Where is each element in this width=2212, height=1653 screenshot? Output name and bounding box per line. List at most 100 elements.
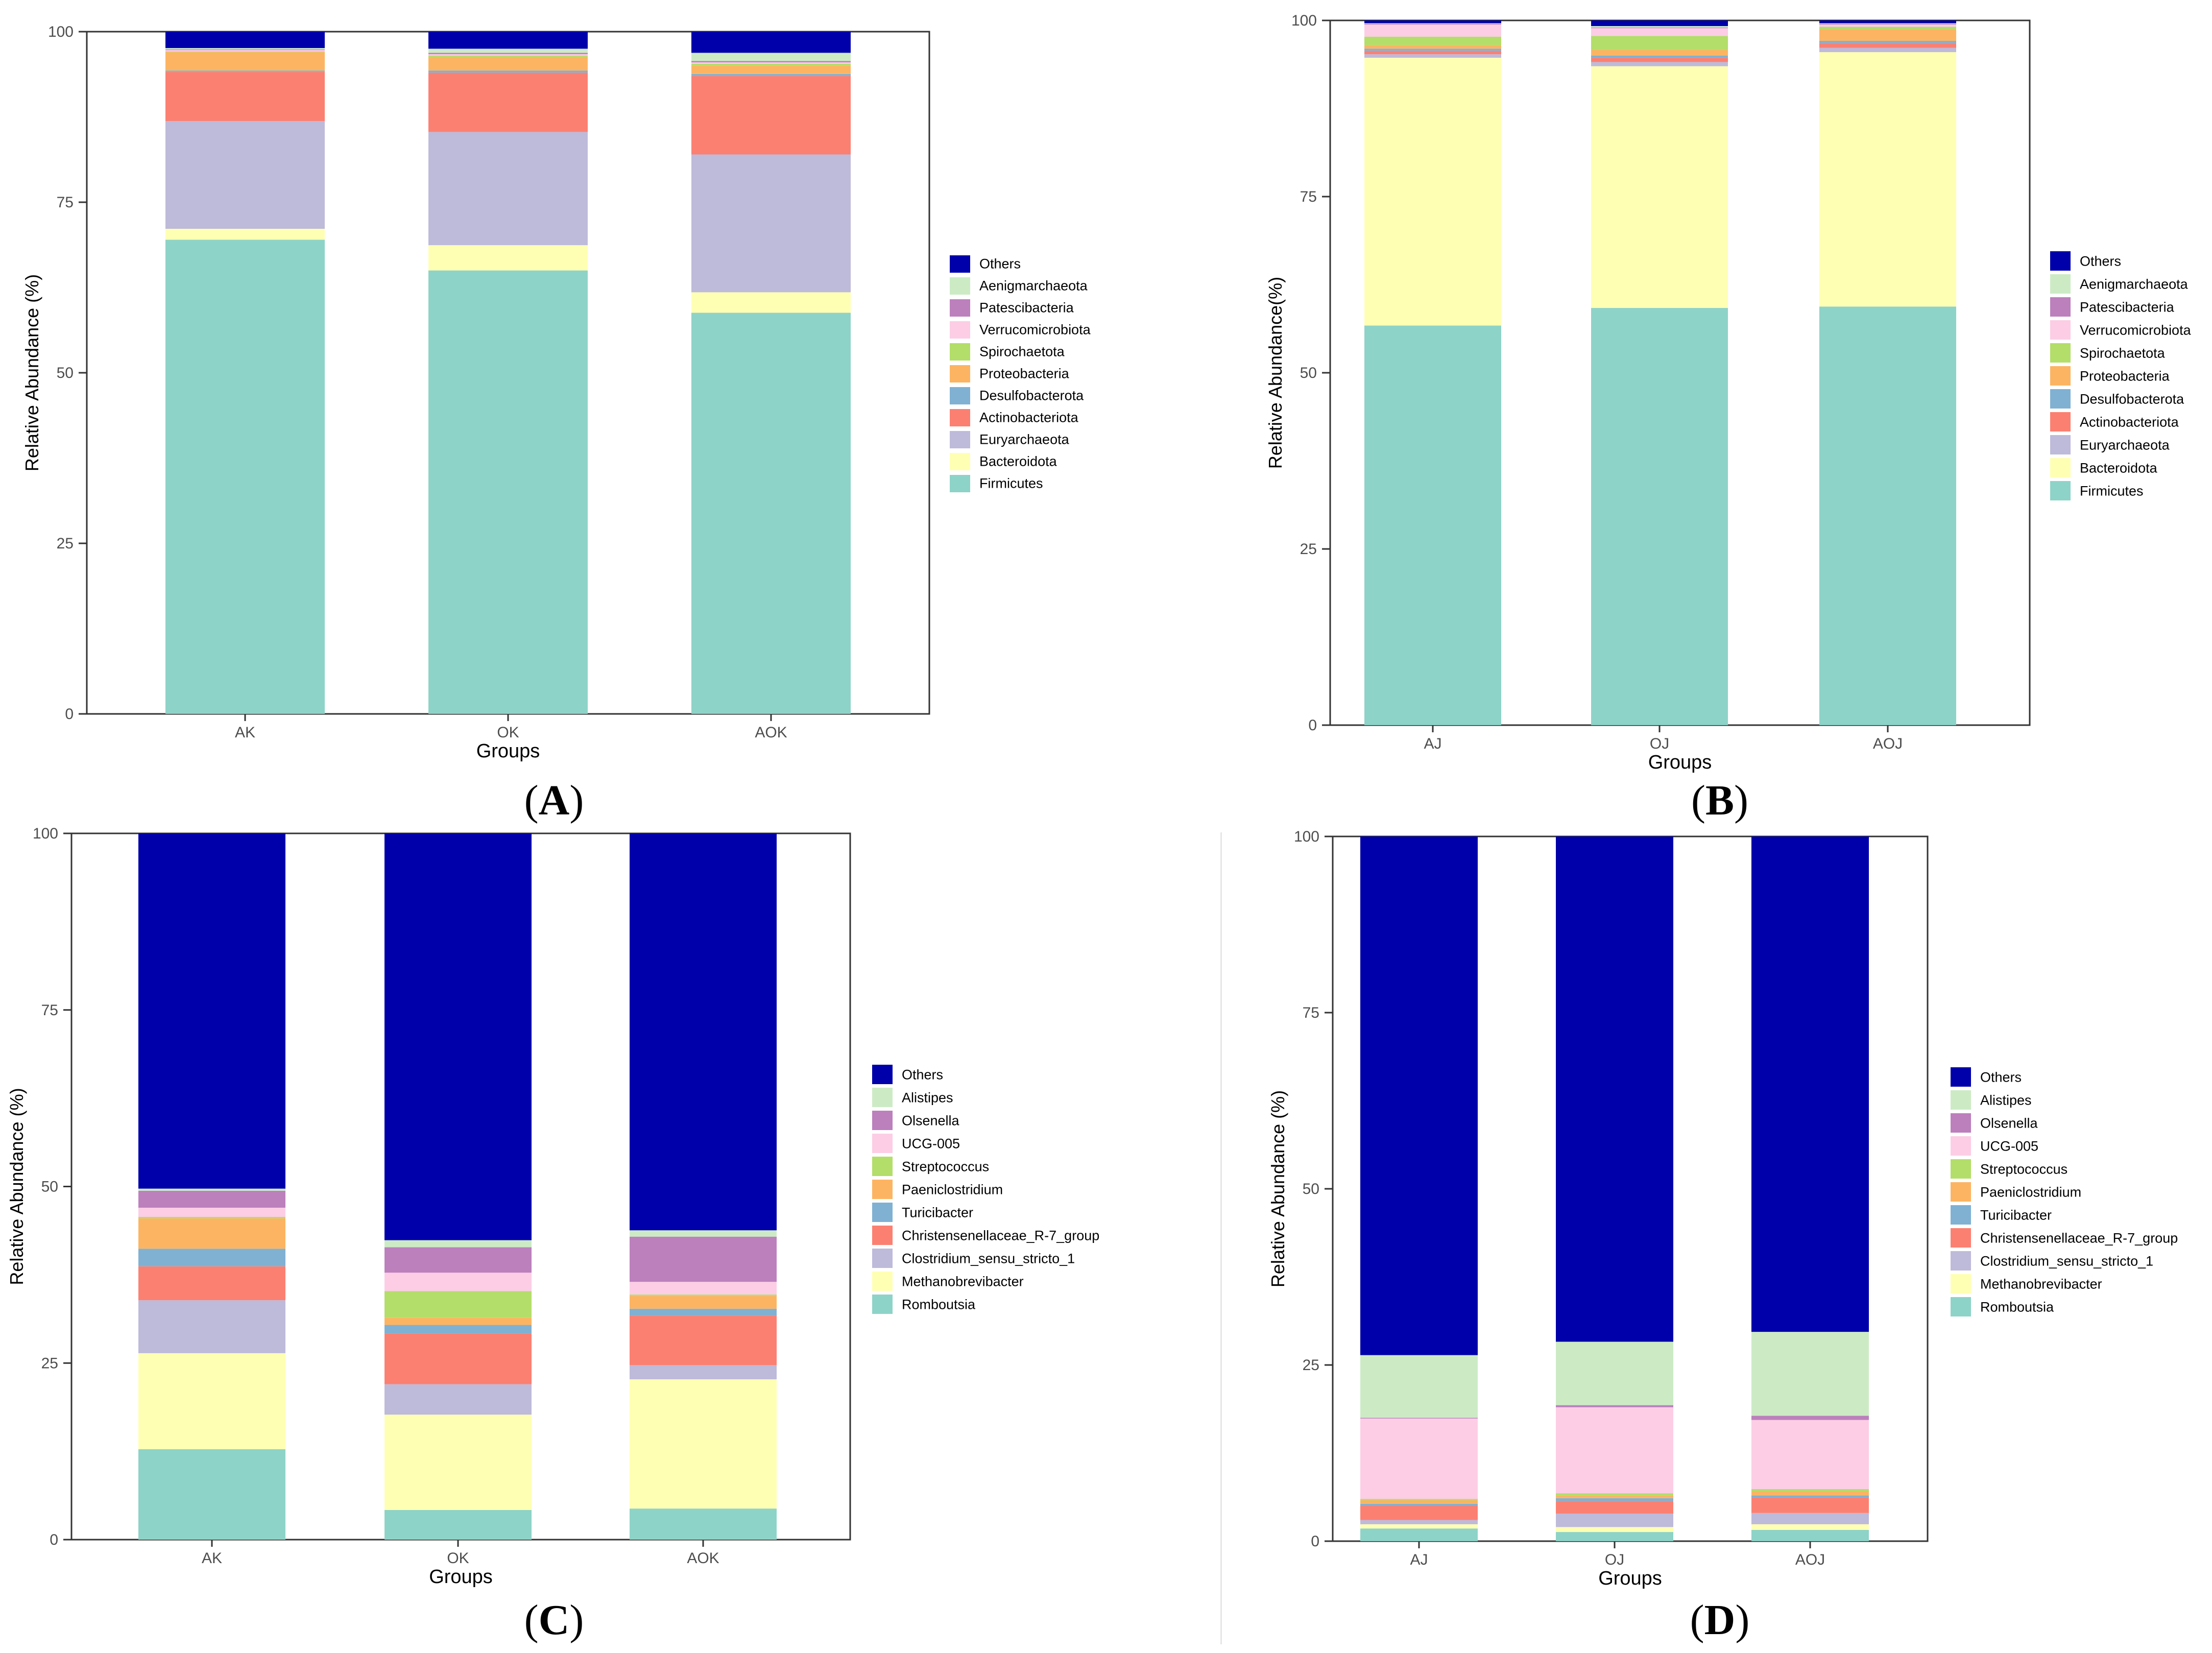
- panel-d-legend-swatch-clostridium-sensu-stricto-1: [1951, 1251, 1971, 1271]
- panel-a-bar-ak-bacteroidota: [165, 229, 325, 240]
- panel-b-bar-oj-proteobacteria: [1591, 50, 1728, 56]
- panel-d-bar-aoj-ucg-005: [1751, 1420, 1869, 1489]
- panel-d-bar-aj-clostridium-sensu-stricto-1: [1360, 1520, 1478, 1524]
- panel-a-chart: 0 25 50 75 100 AK OK AOK Groups Relative Abundanc…: [21, 23, 1091, 762]
- panel-a-bar-aok-aenigmarchaeota: [691, 53, 851, 61]
- panel-b-legend-swatch-euryarchaeota: [2050, 435, 2071, 454]
- panel-a-bar-ok-firmicutes: [428, 270, 588, 714]
- panel-a-bar-ok-patescibacteria: [428, 53, 588, 55]
- panel-a-legend-label-firmicutes: Firmicutes: [979, 476, 1043, 491]
- panel-a-y-tick-label-100: 100: [48, 23, 74, 40]
- panel-d-bar-aj-paeniclostridium: [1360, 1500, 1478, 1504]
- panel-d-x-axis-title: Groups: [1598, 1568, 1662, 1589]
- panel-a-bar-aok-patescibacteria: [691, 61, 851, 63]
- panel-d-bar-aj-turicibacter: [1360, 1503, 1478, 1506]
- panel-a-legend-swatch-aenigmarchaeota: [950, 277, 970, 295]
- panel-a-bar-ok-euryarchaeota: [428, 132, 588, 246]
- panel-d-legend-swatch-romboutsia: [1951, 1297, 1971, 1316]
- panel-b-bar-aj-bacteroidota: [1364, 58, 1501, 326]
- panel-a-bar-ak-firmicutes: [165, 239, 325, 714]
- panel-c-bar-ak-romboutsia: [138, 1449, 285, 1540]
- panel-d-legend-swatch-paeniclostridium: [1951, 1182, 1971, 1202]
- panel-d-bar-aoj-paeniclostridium: [1751, 1491, 1869, 1496]
- panel-b-bar-aj-spirochaetota: [1364, 36, 1501, 45]
- panel-b-y-tick-label-100: 100: [1291, 12, 1317, 29]
- panel-c-bar-ok-olsenella: [384, 1247, 532, 1273]
- panel-b-legend-swatch-others: [2050, 251, 2071, 271]
- panel-a-legend-label-others: Others: [979, 256, 1021, 272]
- panel-d-legend-label-methanobrevibacter: Methanobrevibacter: [1980, 1277, 2102, 1292]
- panel-d-legend-label-christensenellaceae-r-7-group: Christensenellaceae_R-7_group: [1980, 1231, 2178, 1246]
- panel-c-bar-aok-ucg-005: [630, 1282, 777, 1295]
- panel-d-bar-aoj-methanobrevibacter: [1751, 1524, 1869, 1530]
- panel-c-bar-ok-clostridium-sensu-stricto-1: [384, 1384, 532, 1415]
- panel-a-x-tick-label-aok: AOK: [755, 724, 787, 741]
- panel-b-bar-aoj-proteobacteria: [1819, 29, 1956, 41]
- panel-divider: [1220, 832, 1222, 1644]
- panel-c-x-tick-label-ak: AK: [202, 1550, 222, 1567]
- panel-a-bar-aok-euryarchaeota: [691, 154, 851, 293]
- panel-d-label: (D): [1690, 1596, 1750, 1644]
- panel-b-bar-aoj-aenigmarchaeota: [1819, 23, 1956, 24]
- panel-d-bar-aoj-romboutsia: [1751, 1529, 1869, 1541]
- panel-d-bar-oj-methanobrevibacter: [1556, 1527, 1673, 1532]
- panel-c-bar-aok-turicibacter: [630, 1308, 777, 1316]
- panel-c-legend-label-clostridium-sensu-stricto-1: Clostridium_sensu_stricto_1: [902, 1251, 1075, 1266]
- panel-c-bar-aok-romboutsia: [630, 1508, 777, 1540]
- panel-c-legend-swatch-romboutsia: [872, 1295, 893, 1314]
- panel-d-bar-aj-romboutsia: [1360, 1528, 1478, 1541]
- panel-b-legend-swatch-verrucomicrobiota: [2050, 320, 2071, 340]
- panel-b-bar-aoj-desulfobacterota: [1819, 41, 1956, 43]
- panel-a-bar-aok-firmicutes: [691, 313, 851, 714]
- panel-b-legend-label-proteobacteria: Proteobacteria: [2080, 369, 2170, 384]
- panel-a-legend-swatch-actinobacteriota: [950, 409, 970, 426]
- panel-a-bar-ak-desulfobacterota: [165, 70, 325, 72]
- panel-b-bar-oj-aenigmarchaeota: [1591, 26, 1728, 28]
- panel-c-legend-label-alistipes: Alistipes: [902, 1090, 953, 1106]
- panel-c-bar-aok-alistipes: [630, 1230, 777, 1237]
- panel-d-bar-aoj-alistipes: [1751, 1332, 1869, 1416]
- panel-a-legend-swatch-bacteroidota: [950, 453, 970, 470]
- panel-b-y-tick-label-0: 0: [1308, 717, 1317, 734]
- panel-b-bar-oj-actinobacteriota: [1591, 58, 1728, 62]
- panel-d-legend-label-alistipes: Alistipes: [1980, 1093, 2032, 1108]
- panel-d-chart: 0 25 50 75 100 AJ OJ AOJ Groups Relative Abundanc…: [1267, 828, 2178, 1589]
- panel-d-bar-oj-romboutsia: [1556, 1532, 1673, 1541]
- panel-d-bar-oj-paeniclostridium: [1556, 1495, 1673, 1498]
- panel-d-bar-aoj-streptococcus: [1751, 1489, 1869, 1492]
- panel-a-legend-swatch-patescibacteria: [950, 299, 970, 317]
- panel-a-legend-label-aenigmarchaeota: Aenigmarchaeota: [979, 278, 1088, 294]
- panel-a-legend-swatch-euryarchaeota: [950, 431, 970, 448]
- panel-a-bar-aok-bacteroidota: [691, 292, 851, 313]
- panel-c-bar-ok-streptococcus: [384, 1291, 532, 1318]
- panel-b-y-tick-label-25: 25: [1300, 541, 1317, 558]
- panel-a-x-tick-label-ak: AK: [235, 724, 255, 741]
- panel-c-bar-ak-alistipes: [138, 1188, 285, 1191]
- panel-c-legend-swatch-turicibacter: [872, 1203, 893, 1222]
- panel-b-legend-label-verrucomicrobiota: Verrucomicrobiota: [2080, 323, 2192, 338]
- panel-d-y-tick-label-50: 50: [1303, 1181, 1319, 1197]
- panel-b-bar-aj-verrucomicrobiota: [1364, 25, 1501, 37]
- panel-d-x-tick-label-aj: AJ: [1410, 1551, 1428, 1568]
- panel-d-legend-swatch-christensenellaceae-r-7-group: [1951, 1228, 1971, 1248]
- panel-d-legend-label-romboutsia: Romboutsia: [1980, 1300, 2054, 1315]
- panel-b-bar-aj-euryarchaeota: [1364, 54, 1501, 58]
- panel-d-legend-swatch-methanobrevibacter: [1951, 1274, 1971, 1293]
- panel-d-legend-swatch-ucg-005: [1951, 1136, 1971, 1156]
- panel-d-bar-oj-streptococcus: [1556, 1493, 1673, 1496]
- panel-d-legend-label-ucg-005: UCG-005: [1980, 1139, 2038, 1154]
- panel-a-bar-ok-aenigmarchaeota: [428, 49, 588, 53]
- panel-a-x-axis-title: Groups: [476, 740, 540, 762]
- panel-c-bar-aok-clostridium-sensu-stricto-1: [630, 1365, 777, 1380]
- panel-b-legend-label-patescibacteria: Patescibacteria: [2080, 300, 2175, 315]
- panel-b-bar-oj-spirochaetota: [1591, 36, 1728, 50]
- panel-c-bar-aok-christensenellaceae-r-7-group: [630, 1315, 777, 1365]
- panel-d-bar-oj-ucg-005: [1556, 1407, 1673, 1494]
- panel-b-legend-swatch-desulfobacterota: [2050, 389, 2071, 409]
- panel-d-bar-oj-turicibacter: [1556, 1498, 1673, 1501]
- panel-a-y-tick-label-25: 25: [57, 535, 74, 552]
- panel-b-bar-aoj-spirochaetota: [1819, 27, 1956, 30]
- panel-c-legend-label-ucg-005: UCG-005: [902, 1136, 960, 1152]
- panel-a-y-tick-label-75: 75: [57, 194, 74, 211]
